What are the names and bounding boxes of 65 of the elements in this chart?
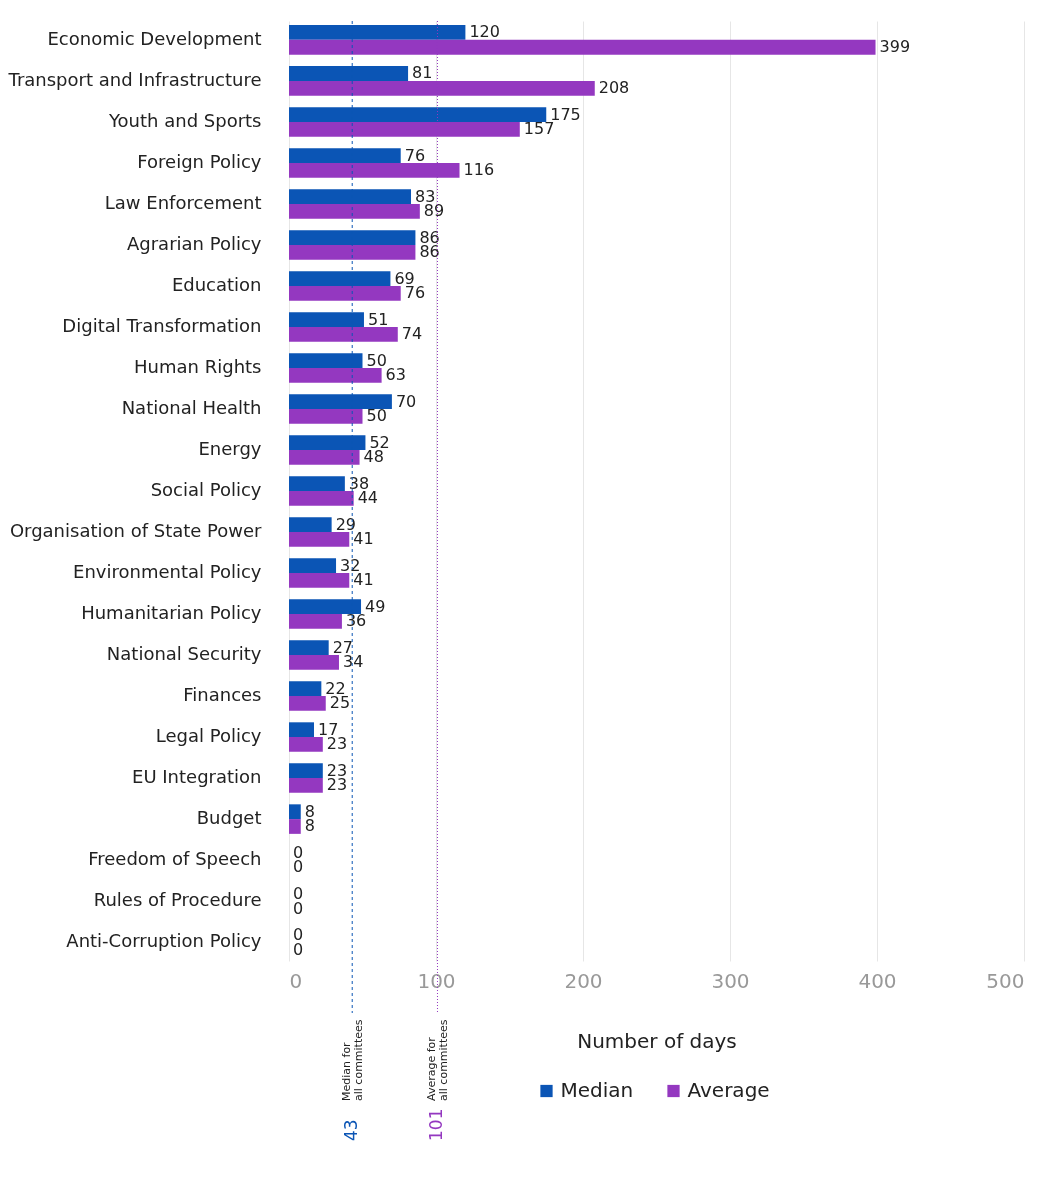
data-label: 81 bbox=[412, 63, 433, 83]
data-label: 50 bbox=[366, 350, 387, 370]
data-label: 0 bbox=[293, 857, 304, 877]
data-label: 399 bbox=[879, 37, 911, 57]
y-tick-label: Human Rights bbox=[134, 355, 262, 377]
data-label: 51 bbox=[367, 309, 389, 329]
y-tick-label: Energy bbox=[198, 437, 262, 459]
data-label: 116 bbox=[463, 160, 495, 180]
data-label: 157 bbox=[523, 119, 555, 139]
x-tick-label: 300 bbox=[711, 968, 750, 993]
text: 43 bbox=[341, 1119, 362, 1141]
y-tick-label: Education bbox=[171, 273, 262, 295]
y-tick-label: National Security bbox=[106, 643, 262, 665]
data-label: 120 bbox=[469, 22, 500, 42]
y-tick-label: Social Policy bbox=[150, 479, 262, 500]
data-label: 76 bbox=[404, 145, 426, 165]
ref-line-label: Average for all committees bbox=[425, 1019, 451, 1101]
y-tick-label: Environmental Policy bbox=[73, 561, 262, 583]
data-label: 44 bbox=[357, 488, 379, 508]
x-tick-label: 0 bbox=[289, 968, 303, 993]
y-tick-label: Budget bbox=[196, 807, 262, 829]
ref-line-label: Median for all committees bbox=[340, 1019, 366, 1101]
data-label: 36 bbox=[345, 611, 367, 631]
x-tick-label: 200 bbox=[564, 968, 603, 993]
x-tick-label: 500 bbox=[986, 968, 1025, 993]
data-label: 8 bbox=[304, 816, 315, 836]
x-tick-label: 400 bbox=[858, 968, 897, 993]
y-tick-label: Foreign Policy bbox=[137, 150, 262, 172]
legend-label: Average bbox=[687, 1078, 770, 1102]
x-tick-label: 100 bbox=[417, 968, 456, 993]
data-label: 76 bbox=[404, 283, 426, 303]
data-label: 48 bbox=[363, 447, 384, 467]
data-label: 50 bbox=[366, 406, 387, 426]
data-label: 25 bbox=[329, 693, 351, 713]
data-label: 63 bbox=[385, 365, 406, 385]
data-label: 74 bbox=[401, 324, 423, 344]
legend-label: Median bbox=[560, 1078, 634, 1102]
y-tick-label: Agrarian Policy bbox=[126, 232, 262, 254]
y-tick-label: Freedom of Speech bbox=[88, 848, 262, 870]
y-tick-label: Law Enforcement bbox=[104, 191, 262, 213]
data-label: 49 bbox=[365, 596, 386, 616]
x-axis-title: Number of days bbox=[577, 1028, 737, 1053]
data-label: 29 bbox=[335, 514, 356, 534]
y-tick-label: Anti-Corruption Policy bbox=[66, 930, 262, 952]
y-tick-label: EU Integration bbox=[132, 766, 262, 788]
data-label: 41 bbox=[353, 529, 374, 549]
data-label: 70 bbox=[395, 391, 417, 411]
y-tick-label: Finances bbox=[183, 684, 262, 706]
y-tick-label: National Health bbox=[121, 396, 262, 418]
y-tick-label: Economic Development bbox=[47, 27, 262, 49]
data-label: 89 bbox=[423, 201, 445, 221]
y-tick-label: Youth and Sports bbox=[108, 109, 262, 131]
y-tick-label: Transport and Infrastructure bbox=[7, 68, 262, 90]
data-label: 23 bbox=[326, 734, 348, 754]
data-label: 34 bbox=[342, 652, 364, 672]
data-label: 41 bbox=[353, 570, 374, 590]
y-tick-label: Humanitarian Policy bbox=[81, 602, 262, 624]
text: 101 bbox=[426, 1108, 447, 1141]
data-label: 208 bbox=[598, 78, 630, 98]
y-tick-label: Digital Transformation bbox=[62, 314, 262, 336]
data-label: 23 bbox=[326, 775, 348, 795]
y-tick-label: Rules of Procedure bbox=[93, 889, 262, 911]
y-tick-label: Organisation of State Power bbox=[9, 520, 263, 542]
y-tick-label: Legal Policy bbox=[155, 725, 262, 747]
data-label: 86 bbox=[419, 242, 440, 262]
